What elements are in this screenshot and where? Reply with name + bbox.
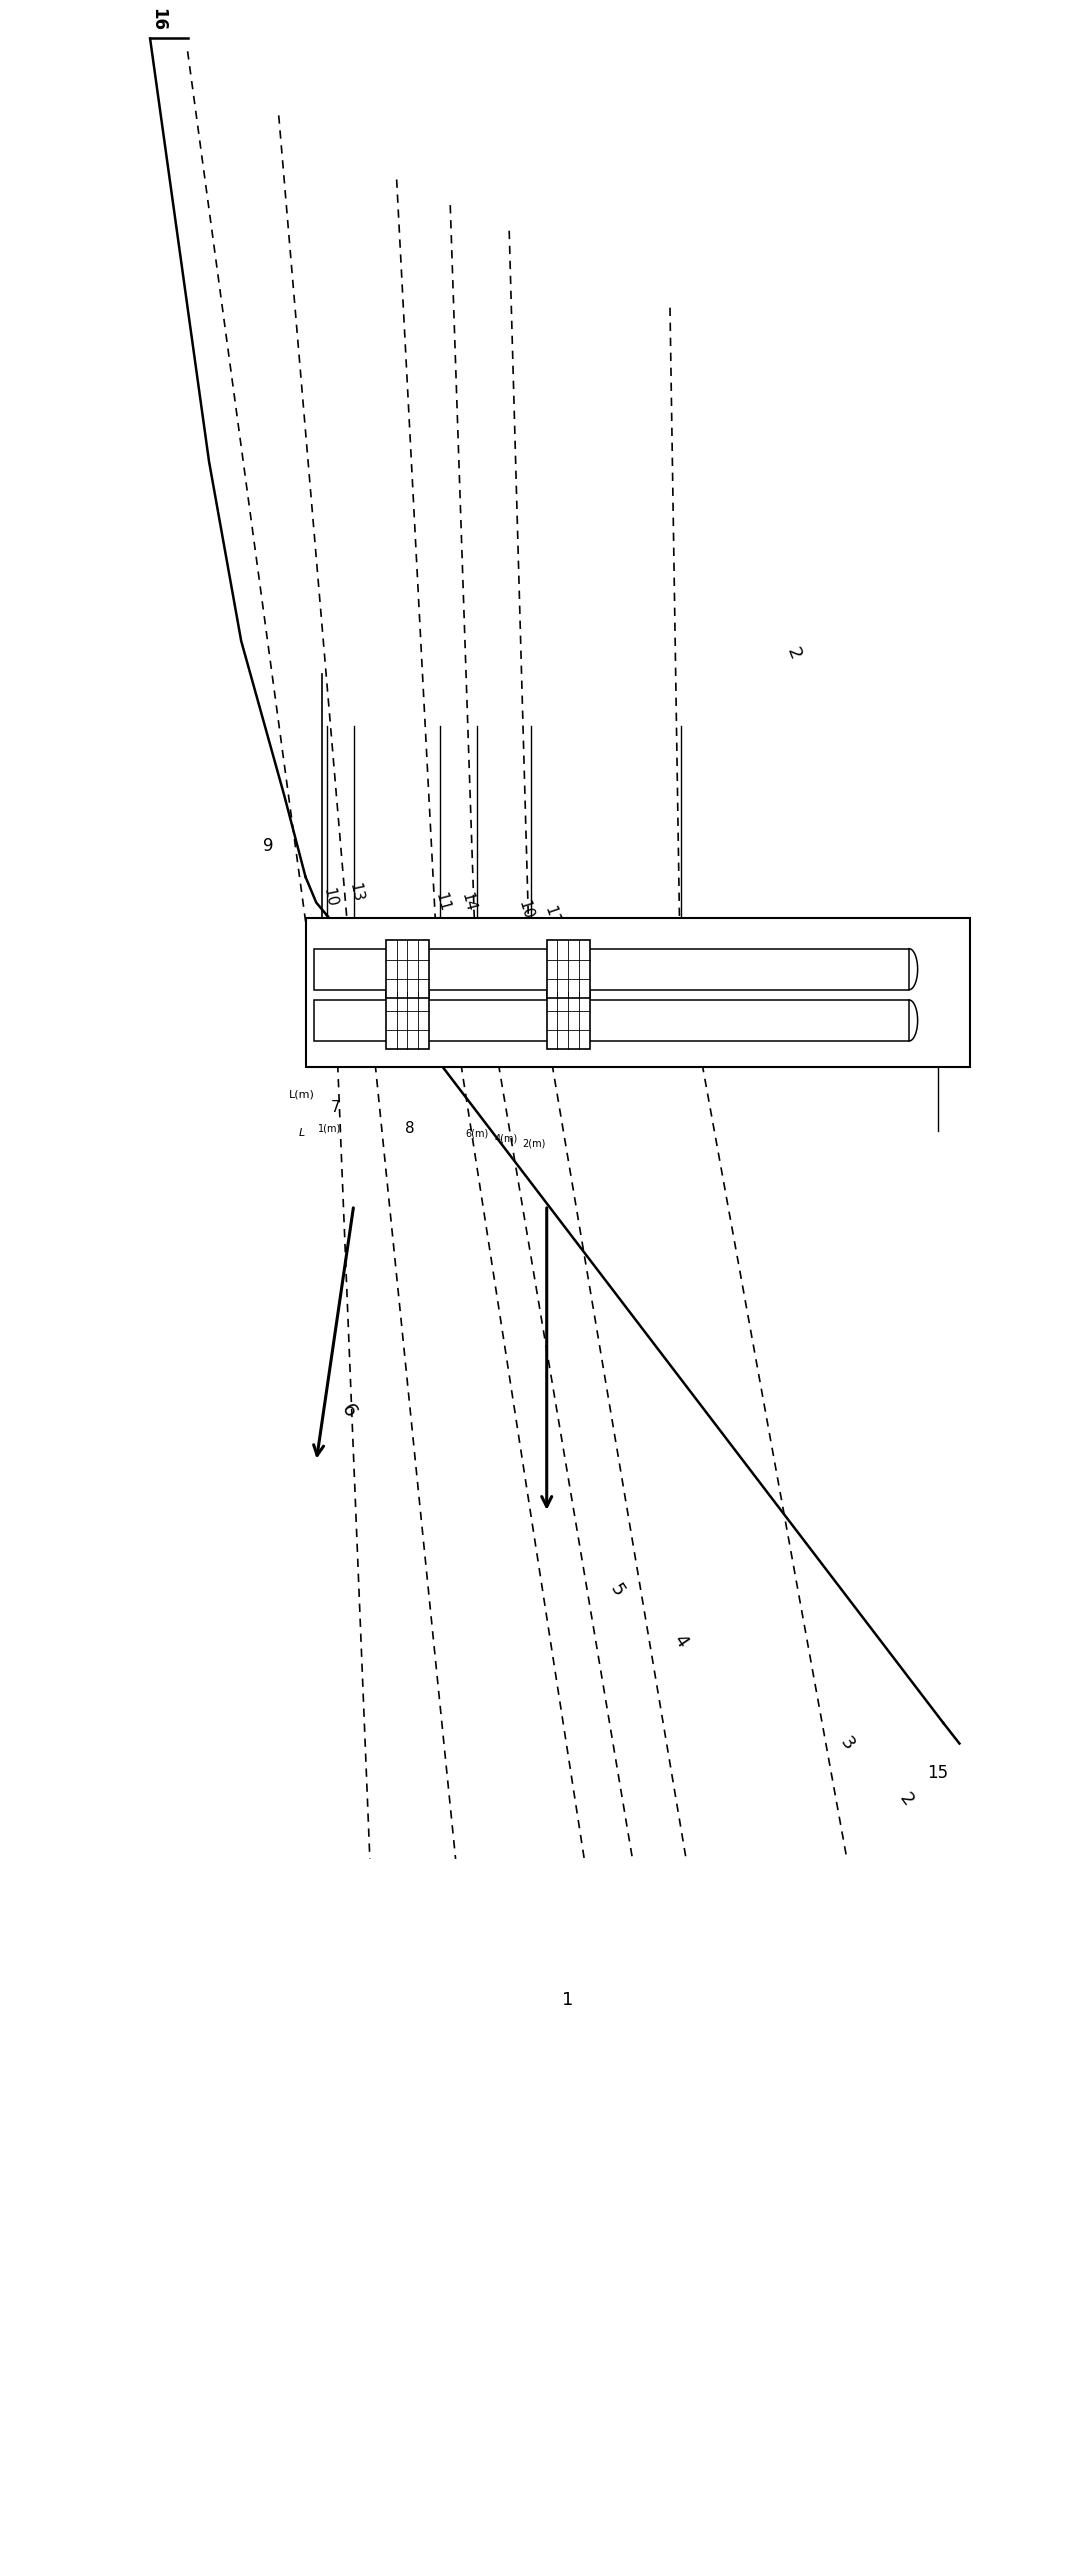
- Bar: [386, 941, 429, 997]
- Text: 10: 10: [321, 887, 340, 908]
- Text: 1: 1: [563, 1990, 574, 2010]
- Text: 11: 11: [541, 903, 563, 928]
- Text: 14: 14: [459, 892, 478, 913]
- Text: 2(m): 2(m): [522, 1138, 546, 1149]
- Text: 4: 4: [670, 1631, 691, 1651]
- Text: 6(m): 6(m): [465, 1128, 489, 1138]
- Bar: [547, 941, 590, 997]
- Text: 15: 15: [927, 1764, 949, 1782]
- Bar: [386, 992, 429, 1049]
- Text: 13: 13: [346, 882, 366, 903]
- Text: L(m): L(m): [289, 1090, 315, 1100]
- Text: 2: 2: [895, 1790, 917, 1810]
- Text: 3: 3: [836, 1733, 858, 1754]
- Bar: [314, 949, 909, 990]
- Bar: [306, 918, 970, 1067]
- Text: 1(m): 1(m): [317, 1123, 341, 1133]
- Text: 16: 16: [150, 8, 167, 31]
- Text: L: L: [299, 1128, 306, 1138]
- Bar: [547, 992, 590, 1049]
- Bar: [314, 1000, 909, 1041]
- Text: 7: 7: [331, 1100, 340, 1115]
- Text: 12: 12: [858, 964, 879, 985]
- Text: 2: 2: [783, 646, 804, 662]
- Text: 10: 10: [516, 900, 535, 920]
- Text: 4(m): 4(m): [494, 1133, 518, 1144]
- Text: 9: 9: [263, 836, 273, 856]
- Text: 11: 11: [432, 892, 451, 913]
- Text: 5: 5: [606, 1579, 627, 1600]
- Text: 8: 8: [405, 1120, 414, 1136]
- Text: 6: 6: [337, 1400, 360, 1420]
